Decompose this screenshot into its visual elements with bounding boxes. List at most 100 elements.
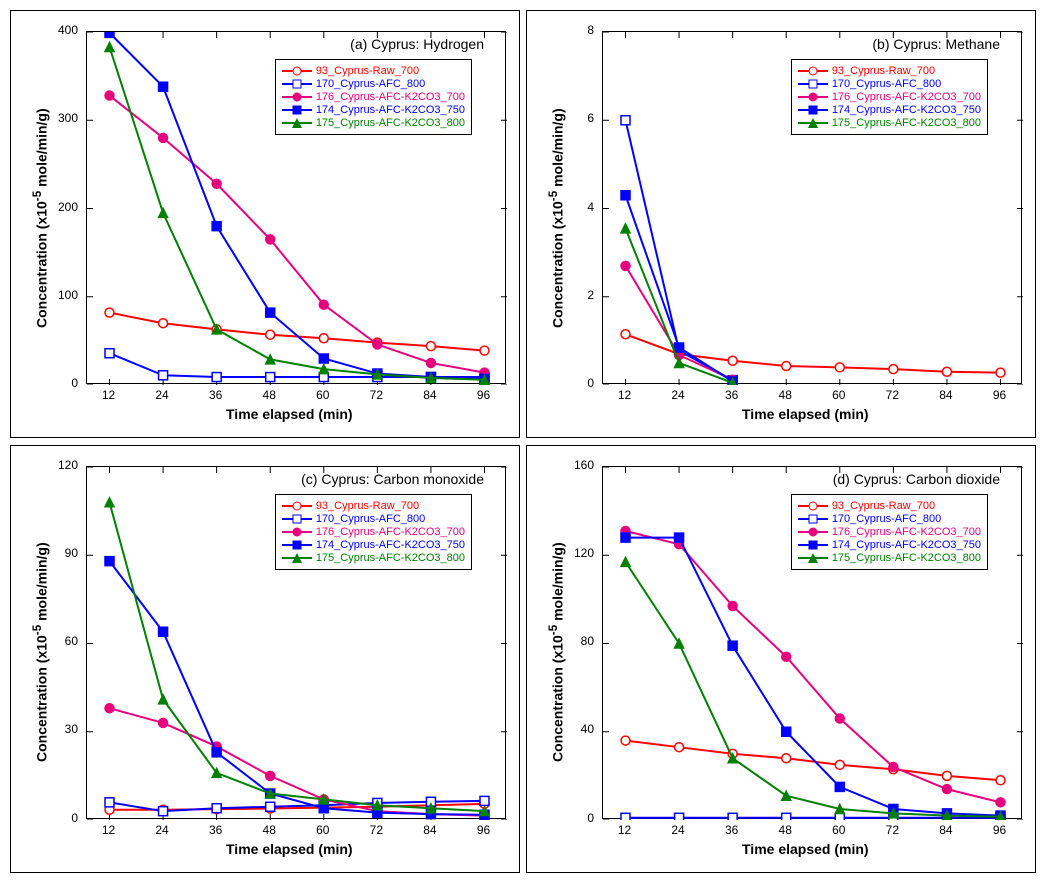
panel-carbon-monoxide: 12243648607284960306090120Time elapsed (… [10, 445, 520, 873]
legend-item: 93_Cyprus-Raw_700 [798, 500, 981, 512]
legend-label: 176_Cyprus-AFC-K2CO3_700 [316, 91, 465, 103]
y-tick-label: 400 [58, 23, 78, 37]
y-tick-label: 0 [71, 376, 78, 390]
x-tick-label: 72 [366, 823, 386, 837]
series-s4-line [110, 561, 485, 815]
legend-swatch [282, 513, 312, 525]
x-tick-label: 48 [775, 823, 795, 837]
legend-swatch [798, 552, 828, 564]
legend-swatch [282, 500, 312, 512]
legend-label: 170_Cyprus-AFC_800 [832, 513, 941, 525]
legend-swatch [282, 65, 312, 77]
legend-swatch [282, 117, 312, 129]
x-tick-label: 84 [936, 388, 956, 402]
x-tick-label: 36 [206, 388, 226, 402]
y-tick-label: 0 [71, 811, 78, 825]
legend-label: 176_Cyprus-AFC-K2CO3_700 [316, 526, 465, 538]
legend-label: 93_Cyprus-Raw_700 [832, 65, 935, 77]
x-tick-label: 60 [313, 823, 333, 837]
x-tick-label: 24 [668, 388, 688, 402]
x-tick-label: 12 [615, 823, 635, 837]
legend-item: 174_Cyprus-AFC-K2CO3_750 [798, 104, 981, 116]
x-tick-label: 96 [474, 388, 494, 402]
legend-swatch [282, 104, 312, 116]
y-tick-label: 4 [587, 200, 594, 214]
panel-title: (b) Cyprus: Methane [872, 36, 1000, 52]
x-tick-label: 72 [882, 823, 902, 837]
legend-swatch [798, 526, 828, 538]
panel-title: (c) Cyprus: Carbon monoxide [301, 471, 484, 487]
legend-item: 170_Cyprus-AFC_800 [798, 513, 981, 525]
legend-label: 93_Cyprus-Raw_700 [832, 500, 935, 512]
legend-item: 175_Cyprus-AFC-K2CO3_800 [282, 117, 465, 129]
legend-label: 170_Cyprus-AFC_800 [316, 513, 425, 525]
legend-item: 176_Cyprus-AFC-K2CO3_700 [798, 91, 981, 103]
y-tick-label: 90 [65, 546, 78, 560]
x-tick-label: 12 [615, 388, 635, 402]
legend-item: 93_Cyprus-Raw_700 [798, 65, 981, 77]
x-tick-label: 12 [99, 388, 119, 402]
legend-swatch [282, 78, 312, 90]
legend-label: 175_Cyprus-AFC-K2CO3_800 [316, 552, 465, 564]
chart-grid: 12243648607284960100200300400Time elapse… [10, 10, 1031, 873]
legend-label: 176_Cyprus-AFC-K2CO3_700 [832, 526, 981, 538]
legend-swatch [798, 65, 828, 77]
legend-label: 175_Cyprus-AFC-K2CO3_800 [832, 552, 981, 564]
legend-label: 174_Cyprus-AFC-K2CO3_750 [832, 539, 981, 551]
legend-label: 174_Cyprus-AFC-K2CO3_750 [832, 104, 981, 116]
y-axis-label: Concentration (x10-5 mole/min/g) [31, 108, 50, 328]
y-tick-label: 0 [587, 811, 594, 825]
y-tick-label: 30 [65, 722, 78, 736]
legend-item: 93_Cyprus-Raw_700 [282, 65, 465, 77]
y-tick-label: 2 [587, 288, 594, 302]
legend-label: 170_Cyprus-AFC_800 [832, 78, 941, 90]
x-tick-label: 84 [420, 823, 440, 837]
legend-label: 175_Cyprus-AFC-K2CO3_800 [832, 117, 981, 129]
x-tick-label: 36 [206, 823, 226, 837]
x-tick-label: 72 [366, 388, 386, 402]
legend-label: 175_Cyprus-AFC-K2CO3_800 [316, 117, 465, 129]
x-tick-label: 84 [936, 823, 956, 837]
x-tick-label: 36 [722, 823, 742, 837]
legend: 93_Cyprus-Raw_700170_Cyprus-AFC_800176_C… [275, 59, 472, 135]
x-tick-label: 60 [829, 388, 849, 402]
legend-item: 175_Cyprus-AFC-K2CO3_800 [282, 552, 465, 564]
y-axis-label: Concentration (x10-5 mole/min/g) [547, 542, 566, 762]
legend-label: 174_Cyprus-AFC-K2CO3_750 [316, 104, 465, 116]
x-tick-label: 24 [668, 823, 688, 837]
legend-item: 174_Cyprus-AFC-K2CO3_750 [798, 539, 981, 551]
legend-swatch [798, 539, 828, 551]
x-tick-label: 96 [474, 823, 494, 837]
x-tick-label: 48 [259, 388, 279, 402]
legend-item: 170_Cyprus-AFC_800 [798, 78, 981, 90]
legend-swatch [282, 539, 312, 551]
x-tick-label: 24 [152, 388, 172, 402]
panel-hydrogen: 12243648607284960100200300400Time elapse… [10, 10, 520, 438]
legend: 93_Cyprus-Raw_700170_Cyprus-AFC_800176_C… [791, 494, 988, 570]
y-tick-label: 100 [58, 288, 78, 302]
legend-item: 170_Cyprus-AFC_800 [282, 78, 465, 90]
y-tick-label: 6 [587, 111, 594, 125]
legend-item: 170_Cyprus-AFC_800 [282, 513, 465, 525]
legend-swatch [798, 117, 828, 129]
x-axis-label: Time elapsed (min) [226, 841, 353, 857]
legend-item: 174_Cyprus-AFC-K2CO3_750 [282, 539, 465, 551]
x-tick-label: 48 [259, 823, 279, 837]
x-tick-label: 36 [722, 388, 742, 402]
y-tick-label: 200 [58, 200, 78, 214]
legend-item: 176_Cyprus-AFC-K2CO3_700 [282, 91, 465, 103]
panel-methane: 122436486072849602468Time elapsed (min)C… [526, 10, 1036, 438]
panel-title: (a) Cyprus: Hydrogen [350, 36, 484, 52]
x-tick-label: 96 [990, 823, 1010, 837]
y-tick-label: 40 [581, 722, 594, 736]
legend-swatch [798, 91, 828, 103]
x-axis-label: Time elapsed (min) [742, 841, 869, 857]
y-tick-label: 160 [574, 458, 594, 472]
legend-swatch [798, 78, 828, 90]
y-tick-label: 120 [58, 458, 78, 472]
legend-label: 170_Cyprus-AFC_800 [316, 78, 425, 90]
legend-label: 174_Cyprus-AFC-K2CO3_750 [316, 539, 465, 551]
x-tick-label: 24 [152, 823, 172, 837]
legend-label: 93_Cyprus-Raw_700 [316, 500, 419, 512]
legend-item: 176_Cyprus-AFC-K2CO3_700 [282, 526, 465, 538]
